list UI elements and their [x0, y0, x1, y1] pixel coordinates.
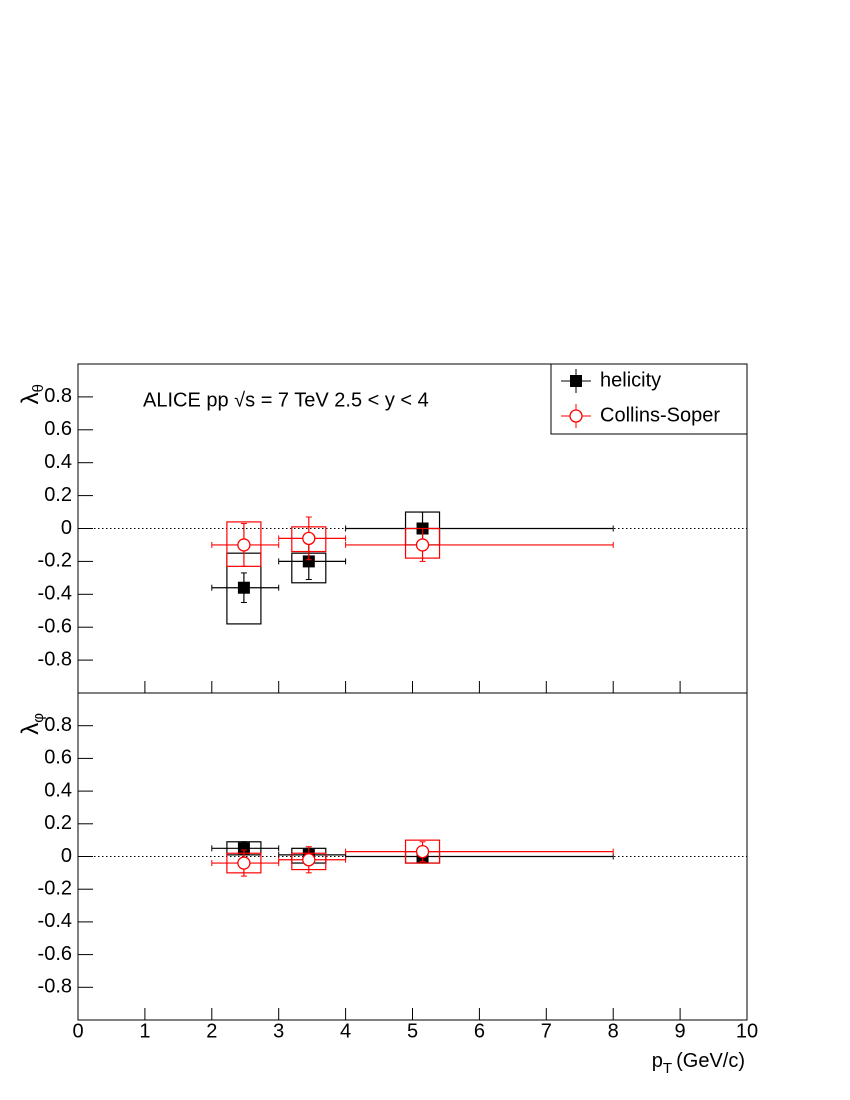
marker: [237, 538, 251, 552]
x-axis-label: pT (GeV/c): [652, 1050, 745, 1077]
y-label-symbol: λ: [17, 392, 44, 404]
x-label-symbol: p: [652, 1050, 663, 1072]
y-tick-label: 0.8: [44, 385, 72, 407]
marker: [237, 842, 250, 855]
y-label-subscript: θ: [30, 384, 47, 392]
marker: [415, 844, 430, 859]
y-tick-label: 0.4: [44, 451, 72, 473]
x-tick-label: 10: [736, 1020, 758, 1042]
x-label-unit: (GeV/c): [672, 1050, 745, 1072]
x-tick-label: 2: [206, 1020, 217, 1042]
marker: [237, 856, 251, 870]
legend-label: Collins-Soper: [600, 404, 720, 426]
y-tick-label: 0.6: [44, 418, 72, 440]
y-tick-label: -0.8: [38, 648, 72, 670]
x-tick-label: 7: [541, 1020, 552, 1042]
x-error-bar: [345, 848, 614, 855]
y-tick-label: -0.6: [38, 943, 72, 965]
y-tick-label: 0.2: [44, 812, 72, 834]
y-label-subscript: φ: [30, 713, 47, 723]
y-label-symbol: λ: [17, 723, 44, 735]
x-tick-label: 8: [608, 1020, 619, 1042]
x-tick-label: 1: [139, 1020, 150, 1042]
x-tick-label: 4: [340, 1020, 351, 1042]
marker: [237, 581, 250, 594]
y-tick-label: 0: [61, 845, 72, 867]
y-axis-label: λφ: [17, 713, 47, 735]
y-tick-label: -0.8: [38, 976, 72, 998]
y-tick-label: 0.6: [44, 747, 72, 769]
legend-marker: [569, 409, 583, 423]
x-error-bar: [345, 853, 614, 860]
legend-box: [550, 363, 748, 435]
x-tick-label: 6: [474, 1020, 485, 1042]
y-tick-label: 0.4: [44, 779, 72, 801]
y-tick-label: 0: [61, 517, 72, 539]
legend-label: helicity: [600, 369, 661, 391]
x-tick-label: 9: [675, 1020, 686, 1042]
y-tick-label: -0.6: [38, 615, 72, 637]
y-tick-label: -0.2: [38, 877, 72, 899]
x-label-subscript: T: [663, 1060, 672, 1077]
y-tick-label: -0.4: [38, 910, 72, 932]
y-tick-label: 0.2: [44, 484, 72, 506]
marker: [302, 531, 316, 546]
marker: [302, 853, 316, 867]
marker: [302, 555, 315, 568]
x-error-bar: [345, 541, 614, 548]
y-axis-label: λθ: [17, 384, 47, 404]
legend-marker: [570, 375, 582, 387]
x-tick-label: 3: [273, 1020, 284, 1042]
annotation: ALICE pp √s = 7 TeV 2.5 < y < 4: [143, 389, 429, 411]
x-tick-label: 0: [72, 1020, 83, 1042]
marker: [415, 538, 430, 552]
x-tick-label: 5: [407, 1020, 418, 1042]
x-error-bar: [345, 525, 614, 532]
y-tick-label: -0.2: [38, 550, 72, 572]
y-tick-label: -0.4: [38, 583, 72, 605]
y-tick-label: 0.8: [44, 714, 72, 736]
